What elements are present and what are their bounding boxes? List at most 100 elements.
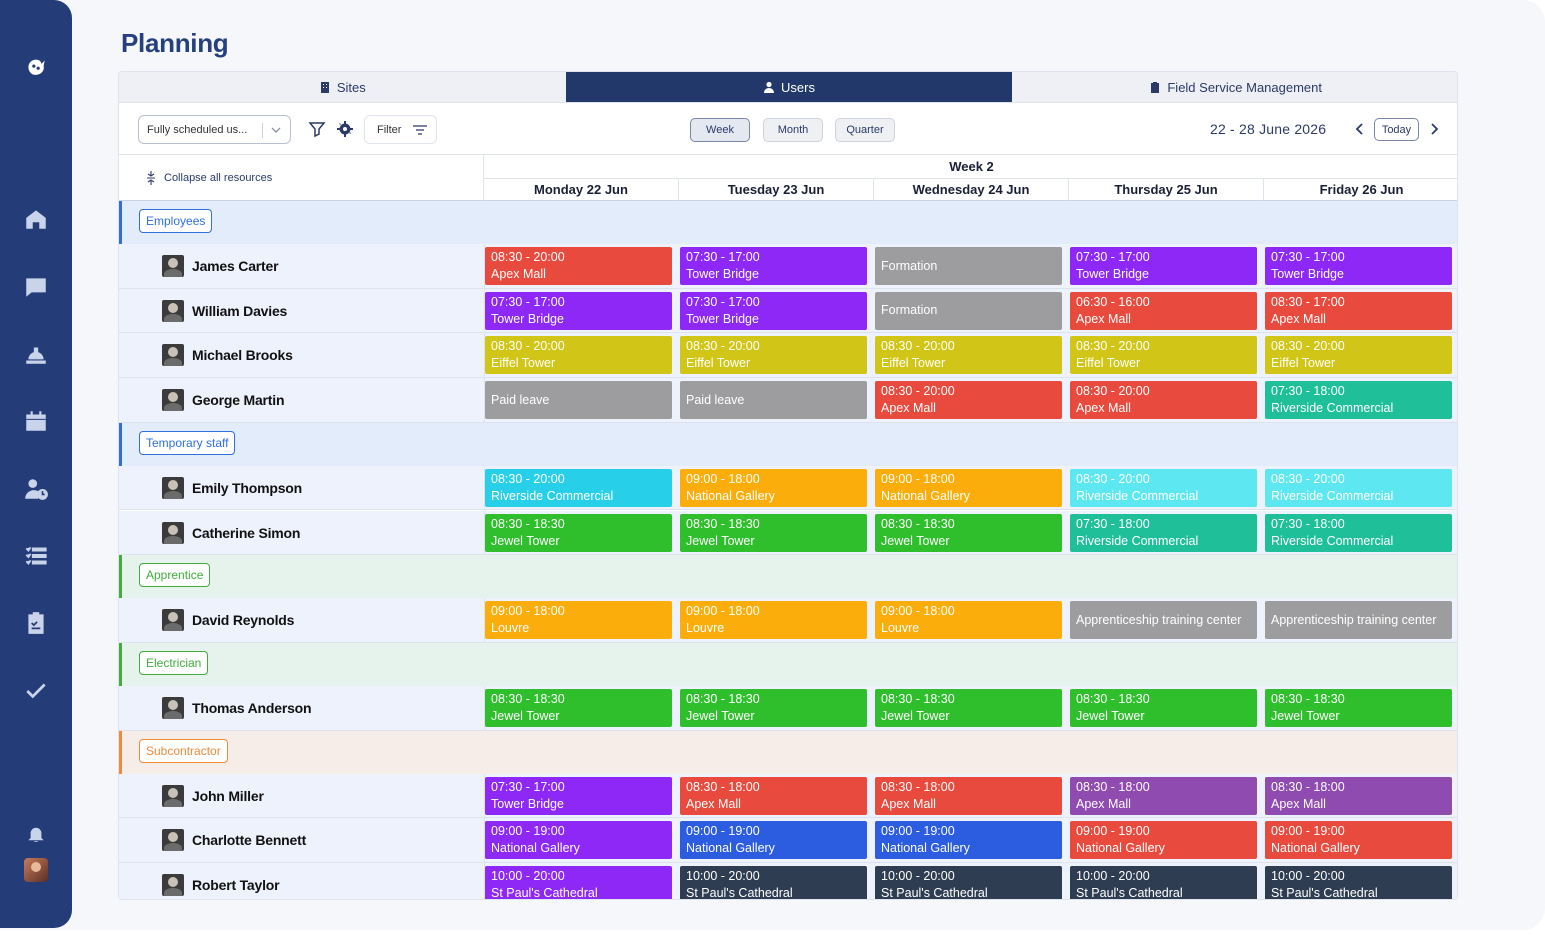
tab-sites[interactable]: Sites	[119, 72, 566, 102]
shift-event[interactable]: 10:00 - 20:00 St Paul's Cathedral	[680, 866, 867, 899]
calendar-icon[interactable]	[18, 403, 54, 439]
resource-name[interactable]: Charlotte Bennett	[192, 832, 307, 849]
shift-event[interactable]: 08:30 - 20:00 Eiffel Tower	[485, 336, 672, 375]
shift-time: 09:00 - 18:00	[881, 604, 955, 619]
shift-event[interactable]: 07:30 - 18:00 Riverside Commercial	[1265, 513, 1452, 552]
bell-icon[interactable]	[18, 816, 54, 852]
resource-name[interactable]: David Reynolds	[192, 612, 295, 629]
task-list-icon[interactable]	[18, 538, 54, 574]
shift-event[interactable]: 08:30 - 18:00 Apex Mall	[1265, 776, 1452, 815]
shift-event[interactable]: 08:30 - 18:30 Jewel Tower	[485, 513, 672, 552]
funnel-icon[interactable]	[308, 120, 326, 138]
shift-event[interactable]: 09:00 - 18:00 National Gallery	[875, 468, 1062, 507]
resource-name[interactable]: John Miller	[192, 787, 264, 804]
shift-event[interactable]: 08:30 - 18:00 Apex Mall	[875, 776, 1062, 815]
filter-button[interactable]: Filter	[364, 115, 437, 144]
shift-event[interactable]: 07:30 - 18:00 Riverside Commercial	[1265, 381, 1452, 420]
shift-event[interactable]: Paid leave	[485, 381, 672, 420]
shift-event[interactable]: 08:30 - 18:30 Jewel Tower	[680, 513, 867, 552]
chevron-left-icon[interactable]	[1353, 121, 1367, 137]
group-chip[interactable]: Subcontractor	[139, 738, 228, 763]
shift-event[interactable]: 08:30 - 20:00 Apex Mall	[875, 381, 1062, 420]
shift-event[interactable]: Formation	[875, 247, 1062, 285]
shift-event[interactable]: 10:00 - 20:00 St Paul's Cathedral	[1265, 866, 1452, 899]
resource-name[interactable]: Michael Brooks	[192, 347, 293, 364]
user-clock-icon[interactable]	[18, 471, 54, 507]
shift-event[interactable]: 08:30 - 18:30 Jewel Tower	[1070, 688, 1257, 727]
shift-event[interactable]: Paid leave	[680, 381, 867, 420]
home-icon[interactable]	[18, 201, 54, 237]
clipboard-check-icon[interactable]	[18, 605, 54, 641]
group-chip[interactable]: Temporary staff	[139, 430, 236, 455]
shift-event[interactable]: 09:00 - 18:00 National Gallery	[680, 468, 867, 507]
shift-event[interactable]: 08:30 - 17:00 Apex Mall	[1265, 291, 1452, 330]
shift-event[interactable]: 08:30 - 18:00 Apex Mall	[680, 776, 867, 815]
shift-time: 09:00 - 19:00	[881, 824, 955, 839]
shift-event[interactable]: 08:30 - 20:00 Eiffel Tower	[875, 336, 1062, 375]
chevron-right-icon[interactable]	[1427, 121, 1441, 137]
resource-name[interactable]: Catherine Simon	[192, 524, 301, 541]
shift-event[interactable]: 08:30 - 18:30 Jewel Tower	[875, 513, 1062, 552]
chat-icon[interactable]	[18, 269, 54, 305]
shift-event[interactable]: 08:30 - 18:30 Jewel Tower	[1265, 688, 1452, 727]
group-chip[interactable]: Electrician	[139, 650, 209, 675]
shift-event[interactable]: 06:30 - 16:00 Apex Mall	[1070, 291, 1257, 330]
shift-event[interactable]: 10:00 - 20:00 St Paul's Cathedral	[485, 866, 672, 899]
view-quarter-button[interactable]: Quarter	[835, 118, 895, 142]
shift-event[interactable]: 07:30 - 18:00 Riverside Commercial	[1070, 513, 1257, 552]
shift-event[interactable]: 08:30 - 20:00 Riverside Commercial	[485, 468, 672, 507]
shift-event[interactable]: 08:30 - 18:30 Jewel Tower	[485, 688, 672, 727]
shift-event[interactable]: 09:00 - 18:00 Louvre	[680, 601, 867, 640]
shift-event[interactable]: 08:30 - 20:00 Riverside Commercial	[1070, 468, 1257, 507]
shift-event[interactable]: 10:00 - 20:00 St Paul's Cathedral	[875, 866, 1062, 899]
tab-field-service-management[interactable]: Field Service Management	[1012, 72, 1457, 102]
view-week-button[interactable]: Week	[690, 118, 750, 142]
shift-event[interactable]: 08:30 - 20:00 Eiffel Tower	[680, 336, 867, 375]
shift-event[interactable]: 08:30 - 20:00 Apex Mall	[485, 247, 672, 285]
shift-event[interactable]: 09:00 - 19:00 National Gallery	[875, 821, 1062, 860]
group-chip[interactable]: Apprentice	[139, 563, 211, 588]
shift-time: 08:30 - 18:30	[686, 516, 760, 531]
collapse-all-resources-button[interactable]: Collapse all resources	[119, 155, 484, 201]
resource-name[interactable]: William Davies	[192, 302, 288, 319]
shift-event[interactable]: 09:00 - 18:00 Louvre	[485, 601, 672, 640]
shift-event[interactable]: 10:00 - 20:00 St Paul's Cathedral	[1070, 866, 1257, 899]
resource-name[interactable]: Thomas Anderson	[192, 699, 312, 716]
shift-event[interactable]: 09:00 - 19:00 National Gallery	[1265, 821, 1452, 860]
gear-icon[interactable]	[336, 120, 354, 138]
shift-event[interactable]: 07:30 - 17:00 Tower Bridge	[680, 291, 867, 330]
shift-event[interactable]: Formation	[875, 291, 1062, 330]
tab-users[interactable]: Users	[565, 72, 1013, 102]
shift-event[interactable]: 07:30 - 17:00 Tower Bridge	[1070, 247, 1257, 285]
shift-event[interactable]: 07:30 - 17:00 Tower Bridge	[680, 247, 867, 285]
shift-event[interactable]: 09:00 - 19:00 National Gallery	[680, 821, 867, 860]
view-month-button[interactable]: Month	[763, 118, 823, 142]
shift-event[interactable]: Apprenticeship training center	[1070, 601, 1257, 640]
shift-event[interactable]: 07:30 - 17:00 Tower Bridge	[485, 291, 672, 330]
shift-event[interactable]: 07:30 - 17:00 Tower Bridge	[485, 776, 672, 815]
shift-event[interactable]: 08:30 - 20:00 Eiffel Tower	[1070, 336, 1257, 375]
resource-name[interactable]: George Martin	[192, 392, 285, 409]
shift-event[interactable]: 08:30 - 18:30 Jewel Tower	[875, 688, 1062, 727]
logo-icon[interactable]	[18, 47, 54, 83]
schedule-filter-select[interactable]: Fully scheduled us...	[138, 115, 291, 144]
shift-event[interactable]: 08:30 - 20:00 Eiffel Tower	[1265, 336, 1452, 375]
shift-event[interactable]: 08:30 - 18:00 Apex Mall	[1070, 776, 1257, 815]
resource-name[interactable]: Robert Taylor	[192, 877, 280, 893]
resource-name[interactable]: Emily Thompson	[192, 479, 302, 496]
shift-event[interactable]: 09:00 - 19:00 National Gallery	[485, 821, 672, 860]
check-icon[interactable]	[18, 673, 54, 709]
shift-event[interactable]: 08:30 - 20:00 Riverside Commercial	[1265, 468, 1452, 507]
shift-event[interactable]: 07:30 - 17:00 Tower Bridge	[1265, 247, 1452, 285]
resource-name[interactable]: James Carter	[192, 258, 279, 274]
group-chip[interactable]: Employees	[139, 209, 213, 233]
shift-event[interactable]: 09:00 - 19:00 National Gallery	[1070, 821, 1257, 860]
user-avatar[interactable]	[24, 858, 48, 882]
today-button[interactable]: Today	[1374, 118, 1419, 141]
shift-event[interactable]: 09:00 - 18:00 Louvre	[875, 601, 1062, 640]
shift-event[interactable]: 08:30 - 20:00 Apex Mall	[1070, 381, 1257, 420]
shift-event[interactable]: Apprenticeship training center	[1265, 601, 1452, 640]
hardhat-icon[interactable]	[18, 336, 54, 372]
shift-event[interactable]: 08:30 - 18:30 Jewel Tower	[680, 688, 867, 727]
day-header: Wednesday 24 Jun	[874, 179, 1069, 201]
